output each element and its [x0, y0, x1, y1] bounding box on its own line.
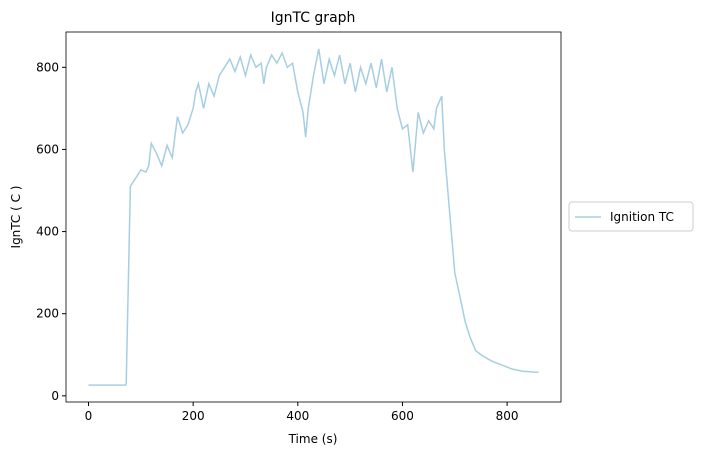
legend-box: [568, 201, 694, 232]
x-tick-label: 600: [391, 409, 414, 423]
plot-frame: [65, 31, 562, 403]
chart-title: IgnTC graph: [271, 10, 356, 26]
x-axis-label: Time (s): [288, 432, 338, 446]
y-tick-label: 800: [36, 60, 59, 74]
x-tick-label: 0: [85, 409, 93, 423]
y-tick-label: 200: [36, 307, 59, 321]
y-tick-label: 0: [51, 389, 59, 403]
y-tick-label: 400: [36, 225, 59, 239]
data-line: [88, 48, 539, 386]
y-axis-label: IgnTC ( C ): [9, 186, 23, 249]
x-tick-label: 800: [496, 409, 519, 423]
y-tick-label: 600: [36, 142, 59, 156]
legend-label: Ignition TC: [610, 210, 674, 224]
x-tick-label: 400: [286, 409, 309, 423]
x-tick-label: 200: [182, 409, 205, 423]
